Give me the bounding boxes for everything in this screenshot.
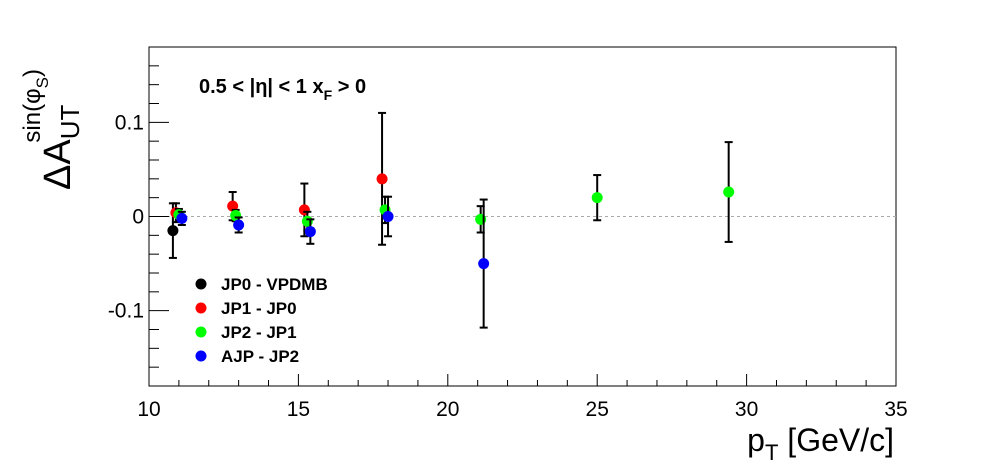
x-minor-ticks [178,380,867,386]
y-tick-label: -0.1 [108,300,144,323]
data-point [376,173,388,185]
y-axis-ticks: -0.1 0 0.1 [108,111,169,323]
annotation-text: 0.5 < |η| < 1 x [199,76,324,98]
y-tick-label: 0 [132,206,144,229]
data-series [173,141,735,243]
x-tick-label: 20 [436,398,459,421]
data-point [167,225,179,237]
y-axis-title: ΔAUTsin(φS) [19,69,85,190]
data-point [304,226,316,238]
data-point [382,211,394,222]
legend: JP0 - VPDMB JP1 - JP0 JP2 - JP1 AJP - JP2 [195,275,328,366]
data-series [170,111,388,246]
annotation-subscript: F [324,87,333,103]
legend-label: JP1 - JP0 [221,299,297,318]
x-axis-title: pT [GeV/c] [747,422,894,465]
legend-label: AJP - JP2 [221,347,299,366]
data-point [233,219,245,231]
legend-marker [195,350,207,362]
legend-marker [195,326,207,338]
legend-marker [195,278,207,290]
y-tick-label: 0.1 [115,111,144,134]
x-tick-label: 15 [287,398,310,421]
series-layer [167,111,735,329]
legend-label: JP2 - JP1 [221,323,297,342]
y-minor-ticks [149,46,159,387]
legend-marker [195,302,207,314]
legend-label: JP0 - VPDMB [221,275,328,294]
data-point [723,186,735,198]
data-point [176,212,188,224]
x-tick-label: 35 [884,398,907,421]
data-point [591,192,603,204]
x-tick-label: 10 [137,398,160,421]
data-point [478,258,490,270]
x-tick-label: 30 [735,398,758,421]
annotation-tail: > 0 [332,76,366,98]
data-series [176,195,490,329]
kinematic-annotation: 0.5 < |η| < 1 xF > 0 [199,76,366,103]
x-axis-ticks: 10 15 20 25 30 35 [137,374,908,421]
data-point [227,200,239,212]
x-tick-label: 25 [586,398,609,421]
